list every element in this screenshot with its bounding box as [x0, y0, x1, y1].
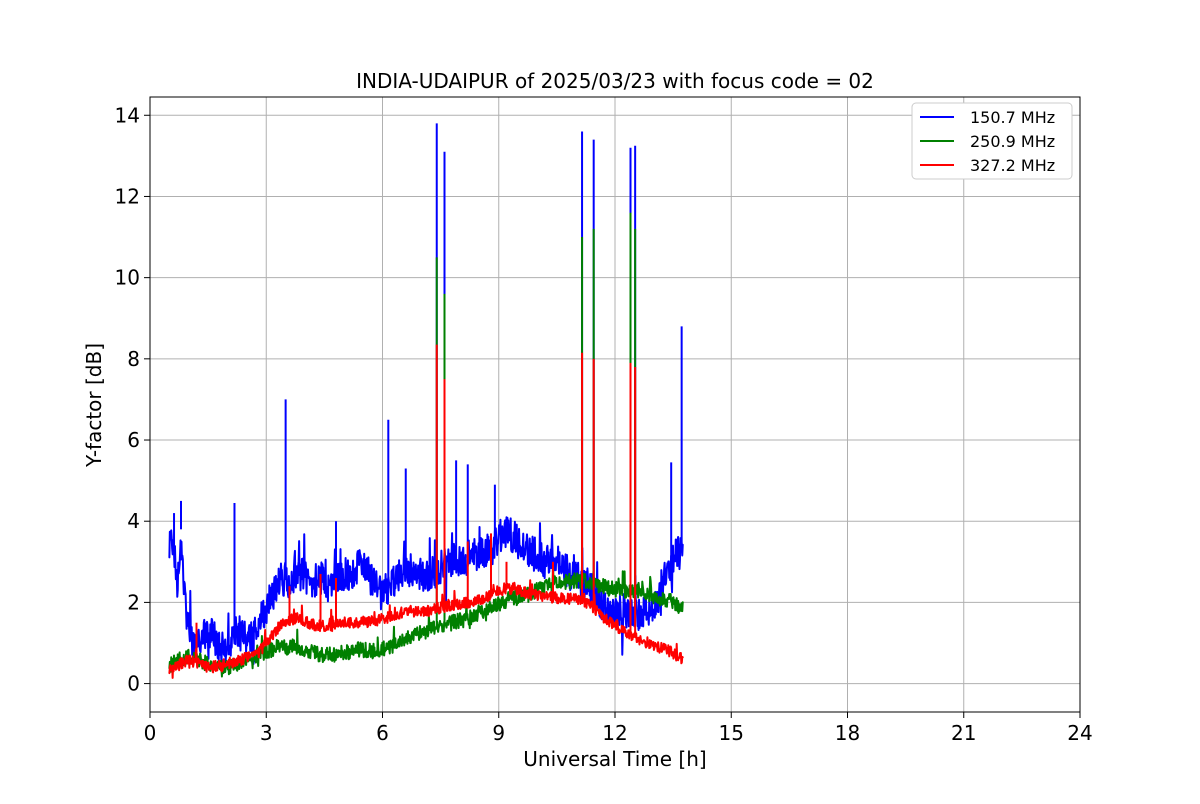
x-tick-label: 3: [260, 721, 273, 745]
x-tick-label: 0: [144, 721, 157, 745]
legend-box: [911, 102, 1073, 180]
chart-title: INDIA-UDAIPUR of 2025/03/23 with focus c…: [356, 69, 874, 93]
x-tick-label: 18: [835, 721, 860, 745]
y-tick-label: 4: [127, 509, 140, 533]
y-tick-label: 10: [115, 266, 140, 290]
y-tick-label: 0: [127, 672, 140, 696]
y-tick-label: 12: [115, 184, 140, 208]
x-tick-label: 15: [719, 721, 744, 745]
x-tick-label: 21: [951, 721, 976, 745]
series-line: [168, 516, 684, 665]
legend-label-250-9: 250.9 MHz: [970, 132, 1055, 151]
series-327-2-mhz: [168, 344, 684, 679]
x-tick-label: 12: [602, 721, 627, 745]
x-axis-label: Universal Time [h]: [523, 747, 706, 771]
legend: 150.7 MHz 250.9 MHz 327.2 MHz: [911, 102, 1073, 180]
legend-label-327-2: 327.2 MHz: [970, 156, 1055, 175]
y-tick-label: 6: [127, 428, 140, 452]
x-tick-label: 9: [492, 721, 505, 745]
series-line: [168, 579, 684, 679]
series-layer: [168, 123, 684, 679]
y-tick-label: 14: [115, 103, 140, 127]
x-tick-label: 6: [376, 721, 389, 745]
legend-label-150-7: 150.7 MHz: [970, 108, 1055, 127]
y-tick-label: 2: [127, 590, 140, 614]
y-axis-label: Y-factor [dB]: [82, 343, 106, 468]
series-line: [168, 565, 684, 678]
y-tick-label: 8: [127, 347, 140, 371]
x-tick-label: 24: [1067, 721, 1092, 745]
